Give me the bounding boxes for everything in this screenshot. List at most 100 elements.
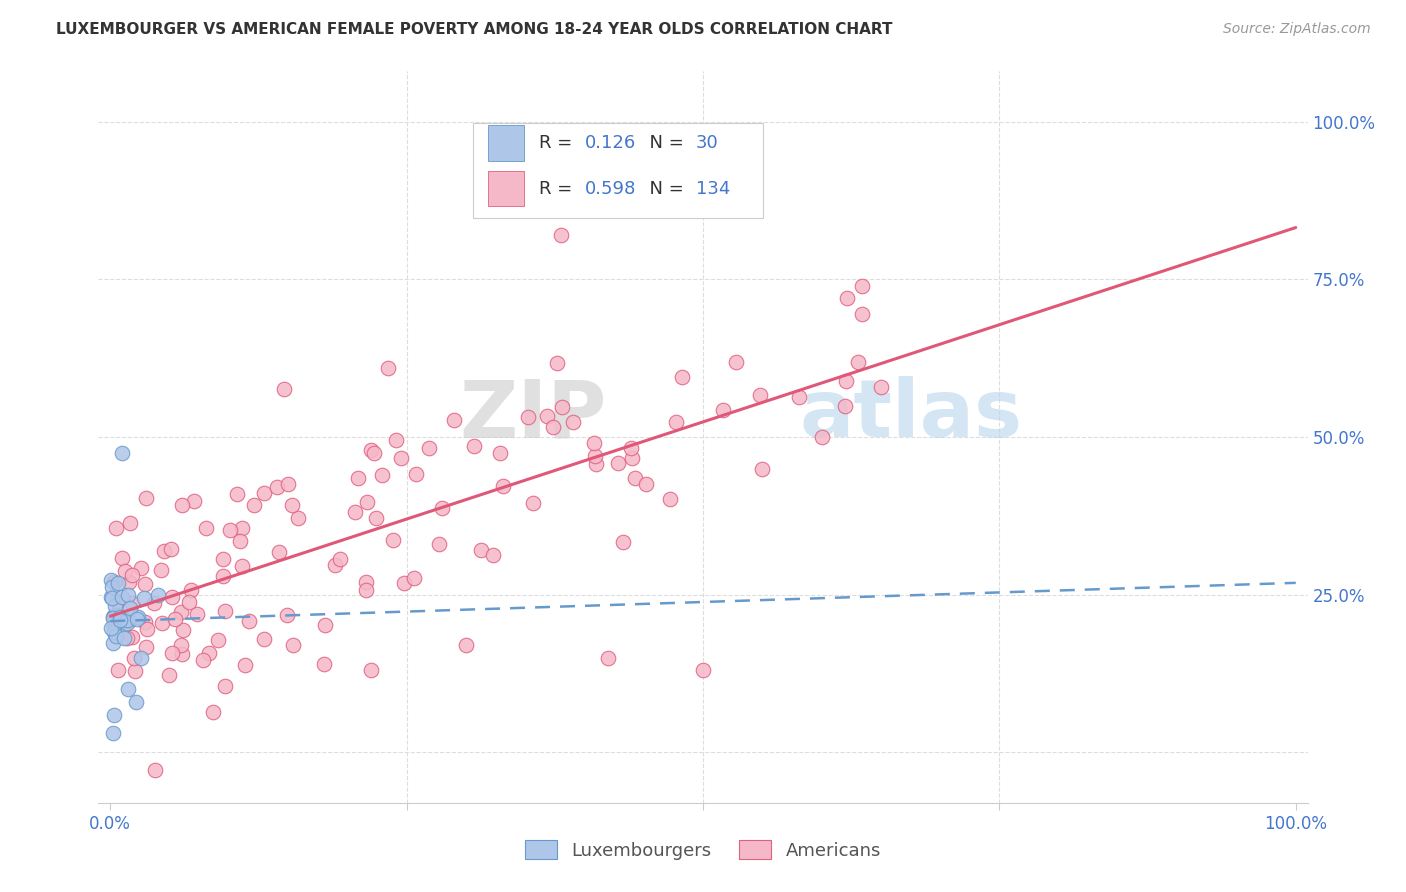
Text: ZIP: ZIP	[458, 376, 606, 454]
Text: LUXEMBOURGER VS AMERICAN FEMALE POVERTY AMONG 18-24 YEAR OLDS CORRELATION CHART: LUXEMBOURGER VS AMERICAN FEMALE POVERTY …	[56, 22, 893, 37]
Point	[343, 505, 366, 519]
Point	[612, 534, 634, 549]
Point	[276, 608, 298, 623]
Point	[585, 457, 607, 471]
Point	[229, 534, 252, 549]
Point	[430, 501, 453, 516]
Point	[621, 451, 644, 466]
FancyBboxPatch shape	[488, 171, 524, 206]
Point	[160, 646, 183, 660]
Point	[134, 577, 156, 591]
Point	[104, 607, 127, 622]
Point	[183, 494, 205, 508]
Point	[443, 413, 465, 427]
Point	[536, 409, 558, 423]
Point	[105, 619, 128, 633]
Point	[101, 591, 124, 605]
Point	[153, 544, 176, 558]
Point	[150, 563, 173, 577]
Point	[665, 415, 688, 429]
Point	[105, 594, 128, 608]
Point	[125, 695, 148, 709]
Point	[134, 591, 156, 605]
Point	[104, 610, 127, 624]
Point	[170, 647, 193, 661]
Point	[170, 606, 193, 620]
Point	[869, 379, 891, 393]
Point	[172, 623, 194, 637]
Point	[101, 610, 124, 624]
Point	[165, 611, 187, 625]
Point	[851, 279, 873, 293]
Point	[100, 573, 122, 587]
Point	[541, 419, 564, 434]
Point	[115, 616, 138, 631]
Point	[253, 485, 276, 500]
Point	[671, 370, 693, 384]
Point	[846, 355, 869, 369]
Point	[658, 491, 681, 506]
Point	[238, 614, 260, 628]
Point	[277, 477, 299, 491]
Point	[751, 461, 773, 475]
Point	[454, 638, 477, 652]
Point	[160, 541, 183, 556]
Point	[115, 631, 138, 645]
Point	[198, 646, 221, 660]
Point	[136, 623, 159, 637]
Point	[117, 682, 139, 697]
Point	[389, 451, 412, 466]
Point	[117, 613, 139, 627]
Point	[146, 588, 169, 602]
Point	[152, 616, 174, 631]
Point	[385, 433, 408, 447]
Text: atlas: atlas	[800, 376, 1022, 454]
Point	[329, 551, 352, 566]
Point	[117, 588, 139, 602]
Point	[186, 607, 208, 621]
Point	[103, 608, 125, 623]
Point	[636, 476, 658, 491]
Point	[111, 590, 134, 604]
Point	[363, 446, 385, 460]
Point	[546, 356, 568, 370]
Point	[356, 495, 378, 509]
Point	[107, 663, 129, 677]
Point	[100, 590, 122, 604]
Point	[212, 552, 235, 566]
Point	[312, 657, 335, 671]
Point	[143, 763, 166, 777]
Point	[214, 604, 236, 618]
Point	[488, 446, 510, 460]
Point	[201, 705, 224, 719]
Point	[360, 442, 382, 457]
Point	[104, 629, 127, 643]
Point	[108, 609, 131, 624]
Point	[207, 633, 229, 648]
Point	[522, 496, 544, 510]
Point	[404, 571, 426, 585]
Point	[598, 650, 620, 665]
Point	[135, 640, 157, 654]
Point	[394, 576, 416, 591]
Point	[124, 665, 146, 679]
Point	[111, 446, 134, 460]
Point	[562, 416, 585, 430]
Point	[810, 430, 832, 444]
Point	[281, 498, 304, 512]
Point	[218, 523, 240, 537]
Point	[405, 467, 427, 482]
Point	[162, 590, 184, 604]
Point	[851, 308, 873, 322]
Text: R =: R =	[538, 179, 578, 198]
FancyBboxPatch shape	[474, 122, 763, 218]
Point	[267, 545, 290, 559]
Point	[377, 361, 399, 376]
Point	[103, 620, 125, 634]
Text: 134: 134	[696, 179, 730, 198]
Point	[142, 596, 165, 610]
Point	[177, 595, 200, 609]
Point	[172, 498, 194, 512]
Point	[135, 491, 157, 505]
Point	[748, 388, 770, 402]
